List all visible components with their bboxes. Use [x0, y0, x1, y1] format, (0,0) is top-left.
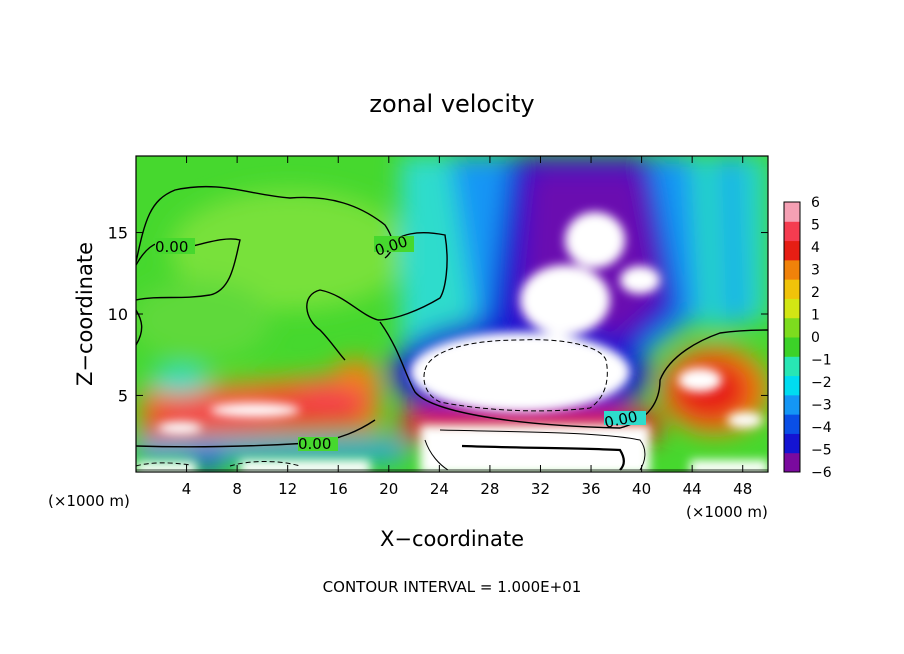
colorbar-swatch	[784, 317, 800, 338]
colorbar-swatch	[784, 375, 800, 396]
x-tick-label: 36	[581, 480, 600, 498]
colorbar-tick-label: 5	[811, 218, 820, 234]
contour-label-group	[155, 236, 646, 451]
contour-label: 0.00	[298, 435, 331, 453]
footer-note: CONTOUR INTERVAL = 1.000E+01	[323, 578, 582, 596]
x-axis-label: X−coordinate	[380, 527, 524, 551]
colorbar-swatch	[784, 202, 800, 222]
x-tick-label: 16	[329, 480, 348, 498]
contour-label: 0.00	[155, 238, 188, 256]
colorbar-tick-label: 4	[811, 240, 820, 256]
x-tick-label: 48	[733, 480, 752, 498]
colorbar-tick-label: 1	[811, 308, 820, 324]
x-tick-label: 4	[182, 480, 192, 498]
x-tick-label: 40	[632, 480, 651, 498]
velocity-field	[136, 156, 768, 472]
x-tick-label: 28	[480, 480, 499, 498]
colorbar-tick-label: 2	[811, 285, 820, 301]
contour-lines	[136, 185, 768, 471]
colorbar-swatch	[784, 433, 800, 454]
colorbar-swatch	[784, 394, 800, 415]
colorbar-tick-label: 0	[811, 330, 820, 346]
colorbar-tick-label: −2	[811, 375, 832, 391]
colorbar-tick-label: 3	[811, 263, 820, 279]
colorbar-swatch	[784, 452, 800, 473]
colorbar-tick-label: −3	[811, 398, 832, 414]
y-axis: 5 10 15	[108, 224, 768, 405]
colorbar-tick-label: 6	[811, 195, 820, 211]
chart-title: zonal velocity	[369, 90, 534, 118]
colorbar-tick-label: −5	[811, 443, 832, 459]
colorbar-swatch	[784, 298, 800, 319]
negative-contours	[136, 339, 608, 467]
x-axis: 4 8 12 16 20 24 28 32 36 40 44 48	[182, 156, 752, 498]
colorbar-frame	[783, 201, 801, 473]
colorbar-swatch	[784, 279, 800, 299]
colorbar-swatch	[784, 337, 800, 357]
x-tick-label: 12	[278, 480, 297, 498]
y-tick-label: 5	[118, 386, 128, 405]
colorbar-swatch	[784, 414, 800, 434]
colorbar: 6 5 4 3 2 1 0 −1 −2 −3 −4 −5 −6	[783, 195, 832, 481]
colorbar-swatch	[784, 356, 800, 377]
x-tick-label: 24	[430, 480, 449, 498]
x-unit-left: (×1000 m)	[48, 492, 130, 510]
colorbar-tick-label: −6	[811, 465, 832, 481]
y-tick-label: 10	[108, 305, 128, 324]
x-tick-label: 32	[531, 480, 550, 498]
colorbar-swatch	[784, 240, 800, 261]
x-tick-label: 20	[379, 480, 398, 498]
y-tick-label: 15	[108, 224, 128, 243]
colorbar-tick-label: −4	[811, 420, 832, 436]
colorbar-tick-label: −1	[811, 353, 832, 369]
x-tick-label: 8	[232, 480, 242, 498]
colorbar-swatch	[784, 221, 800, 242]
x-tick-label: 44	[683, 480, 702, 498]
colorbar-swatch	[784, 259, 800, 280]
y-axis-label: Z−coordinate	[73, 242, 97, 386]
x-unit-right: (×1000 m)	[686, 503, 768, 521]
